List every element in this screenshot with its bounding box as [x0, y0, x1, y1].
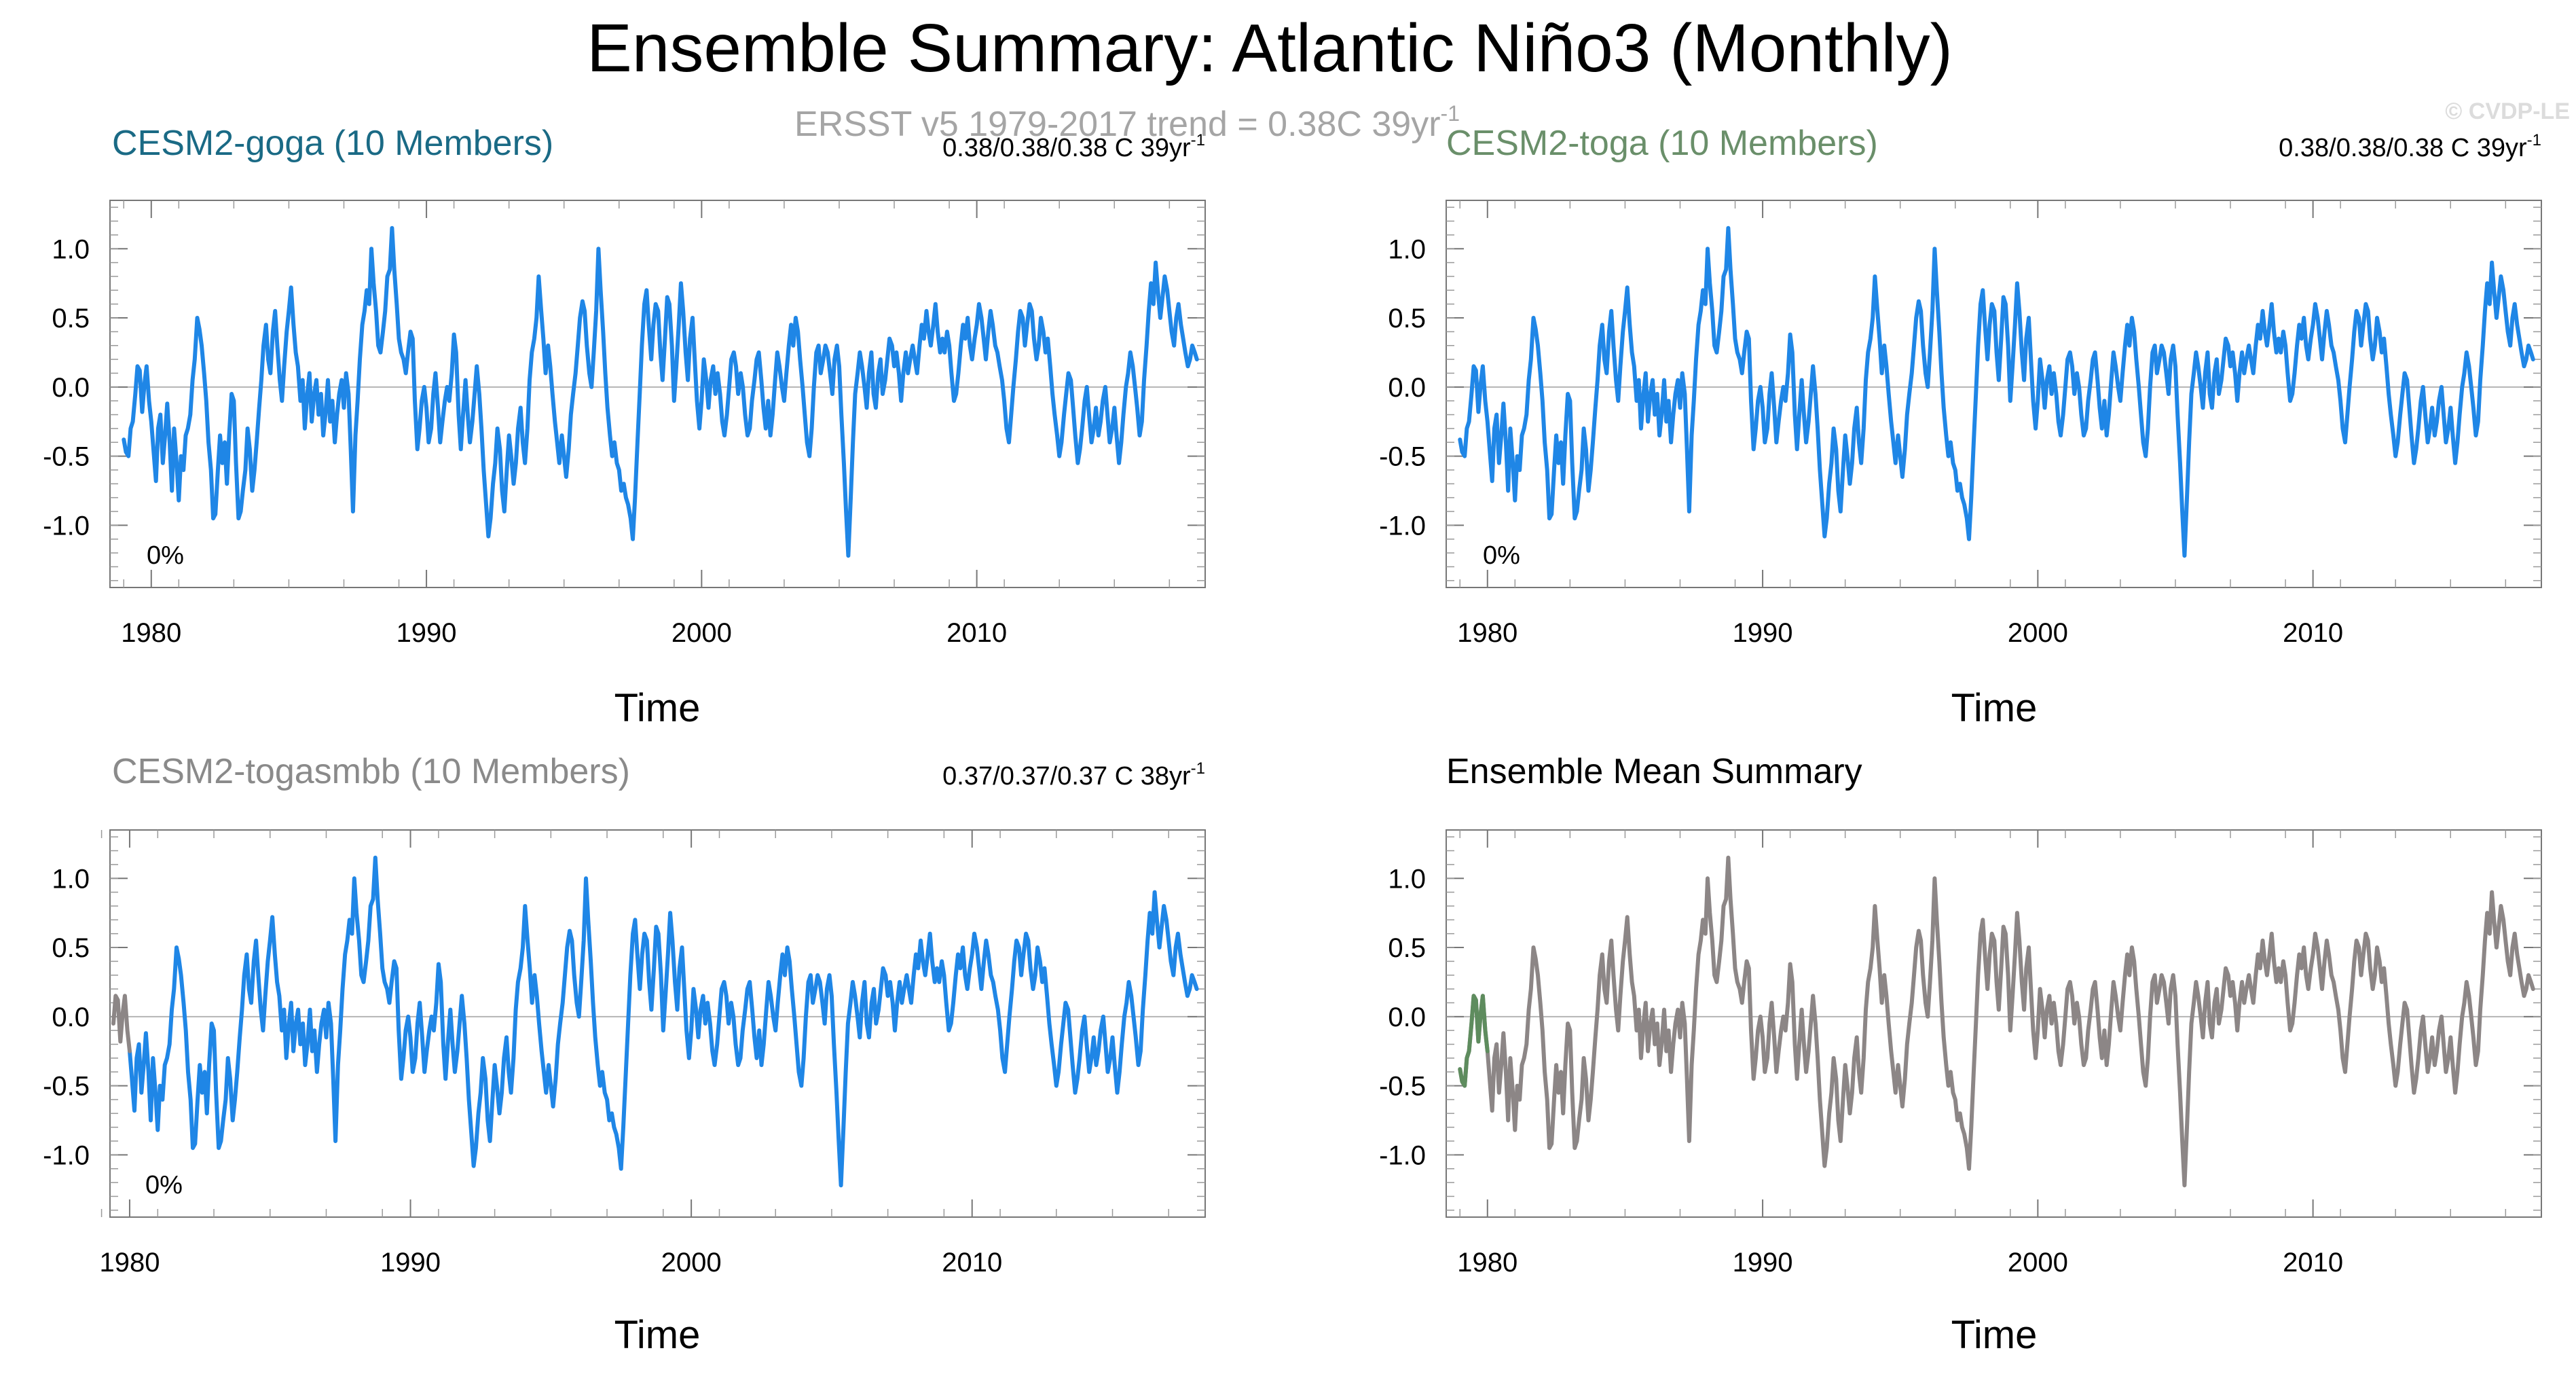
panel-trend-label: 0.37/0.37/0.37 C 38yr-1	[942, 759, 1205, 791]
panel-title: CESM2-goga (10 Members)	[112, 124, 553, 163]
obs-trend-text: ERSST v5 1979-2017 trend = 0.38C 39yr	[794, 105, 1441, 144]
trend-text: 0.37/0.37/0.37 C 38yr	[942, 762, 1191, 791]
tick-layer: -1.0 -0.5 0.0 0.5 1.0 1980 1990 2000 2010	[43, 200, 1205, 648]
y-tick-label: -1.0	[43, 511, 90, 541]
x-axis-label: Time	[1951, 1313, 2038, 1357]
series-line-cesm2-toga-early-segment-	[1458, 994, 1490, 1088]
series-line-cesm2-goga-ensemble-mean	[122, 225, 1199, 558]
y-tick-label: 0.0	[1388, 1002, 1426, 1032]
series-line-cesm2-togasmbb-ensemble-mean	[128, 855, 1199, 1188]
obs-trend-subtitle: ERSST v5 1979-2017 trend = 0.38C 39yr-1	[794, 101, 1460, 144]
trend-text: 0.38/0.38/0.38 C 39yr	[2279, 134, 2527, 162]
series-line-leading-segment	[111, 994, 132, 1053]
x-tick-label: 1990	[1733, 618, 1793, 648]
x-tick-label: 2000	[661, 1248, 722, 1278]
x-tick-label: 2000	[2008, 618, 2068, 648]
x-axis-label: Time	[1951, 686, 2038, 730]
y-tick-label: -0.5	[43, 442, 90, 472]
y-tick-label: 0.5	[1388, 304, 1426, 333]
x-tick-label: 2010	[2283, 1248, 2343, 1278]
x-tick-label: 2010	[946, 618, 1007, 648]
panel-title: CESM2-toga (10 Members)	[1446, 124, 1878, 163]
x-tick-label: 2000	[671, 618, 732, 648]
tick-layer: -1.0 -0.5 0.0 0.5 1.0 1980 1990 2000 2010	[43, 830, 1205, 1278]
panel-cesm2-toga: CESM2-toga (10 Members) 0.38/0.38/0.38 C…	[1379, 124, 2542, 730]
y-tick-label: 1.0	[1388, 864, 1426, 894]
plot-frame	[1446, 829, 2542, 1218]
x-tick-label: 2000	[2008, 1248, 2068, 1278]
panel-ensemble-mean-summary: Ensemble Mean Summary -1.0 -0.5 0.0 0.5 1.0 1…	[1379, 752, 2542, 1357]
y-tick-label: 0.0	[52, 1002, 90, 1032]
panel-title: Ensemble Mean Summary	[1446, 752, 1862, 791]
trend-text: 0.38/0.38/0.38 C 39yr	[942, 134, 1191, 162]
trend-sup: -1	[1191, 131, 1205, 149]
x-axis-label: Time	[614, 1313, 701, 1357]
series-layer	[1458, 225, 2535, 558]
series-line-cesm2-toga-ensemble-mean	[1458, 225, 2535, 558]
x-tick-label: 1990	[1733, 1248, 1793, 1278]
tick-layer: -1.0 -0.5 0.0 0.5 1.0 1980 1990 2000 2010	[1379, 830, 2541, 1278]
x-tick-label: 1990	[397, 618, 457, 648]
y-tick-label: 0.5	[1388, 933, 1426, 963]
x-tick-label: 1990	[380, 1248, 441, 1278]
percent-label: 0%	[145, 1171, 183, 1199]
series-layer	[111, 855, 1199, 1188]
y-tick-label: -1.0	[1379, 511, 1426, 541]
obs-trend-sup: -1	[1441, 101, 1460, 126]
panel-cesm2-togasmbb: CESM2-togasmbb (10 Members) 0.37/0.37/0.…	[43, 752, 1206, 1357]
y-tick-label: 1.0	[52, 864, 90, 894]
plot-frame	[109, 829, 1206, 1218]
x-tick-label: 1980	[1457, 618, 1517, 648]
x-tick-label: 1980	[99, 1248, 160, 1278]
x-tick-label: 1980	[1457, 1248, 1517, 1278]
panel-trend-label: 0.38/0.38/0.38 C 39yr-1	[942, 131, 1205, 162]
y-tick-label: 1.0	[1388, 234, 1426, 264]
series-layer	[1458, 855, 2535, 1188]
x-axis-label: Time	[614, 686, 701, 730]
percent-label: 0%	[1483, 541, 1520, 570]
copyright-label: © CVDP-LE	[2445, 98, 2570, 124]
y-tick-label: 1.0	[52, 234, 90, 264]
y-tick-label: -0.5	[1379, 442, 1426, 472]
x-tick-label: 2010	[942, 1248, 1002, 1278]
x-tick-label: 1980	[121, 618, 181, 648]
y-tick-label: 0.5	[52, 304, 90, 333]
y-tick-label: -0.5	[43, 1072, 90, 1102]
y-tick-label: 0.5	[52, 933, 90, 963]
y-tick-label: -0.5	[1379, 1072, 1426, 1102]
y-tick-label: 0.0	[52, 373, 90, 403]
y-tick-label: -1.0	[43, 1140, 90, 1170]
panel-cesm2-goga: CESM2-goga (10 Members) 0.38/0.38/0.38 C…	[43, 124, 1206, 730]
plot-frame	[109, 200, 1206, 588]
plot-frame	[1446, 200, 2542, 588]
series-line-ensemble-mean-all-	[1458, 855, 2535, 1188]
series-layer	[122, 225, 1199, 558]
y-tick-label: -1.0	[1379, 1140, 1426, 1170]
figure-title: Ensemble Summary: Atlantic Niño3 (Monthl…	[587, 10, 1953, 86]
panel-trend-label: 0.38/0.38/0.38 C 39yr-1	[2279, 131, 2541, 162]
panel-title: CESM2-togasmbb (10 Members)	[112, 752, 630, 791]
tick-layer: -1.0 -0.5 0.0 0.5 1.0 1980 1990 2000 2010	[1379, 200, 2541, 648]
trend-sup: -1	[2527, 131, 2541, 149]
trend-sup: -1	[1191, 759, 1205, 778]
percent-label: 0%	[147, 541, 184, 570]
y-tick-label: 0.0	[1388, 373, 1426, 403]
x-tick-label: 2010	[2283, 618, 2343, 648]
